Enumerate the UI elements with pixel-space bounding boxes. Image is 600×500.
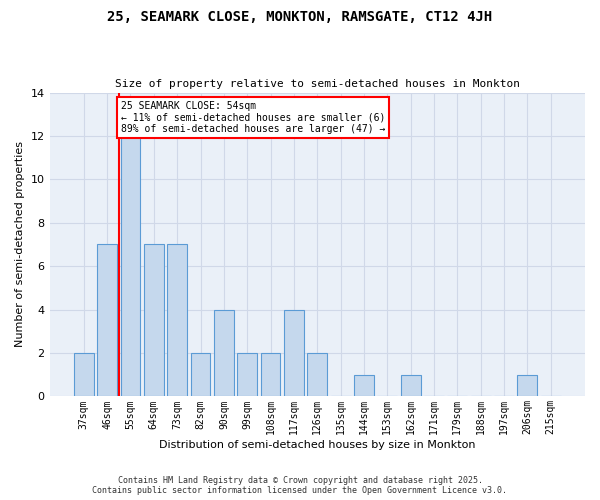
Bar (214, 310, 234, 396)
Bar (191, 353, 211, 397)
Text: 25, SEAMARK CLOSE, MONKTON, RAMSGATE, CT12 4JH: 25, SEAMARK CLOSE, MONKTON, RAMSGATE, CT… (107, 10, 493, 24)
Bar (238, 353, 257, 397)
Title: Size of property relative to semi-detached houses in Monkton: Size of property relative to semi-detach… (115, 79, 520, 89)
Bar (167, 244, 187, 396)
Bar (307, 353, 327, 397)
Text: Contains HM Land Registry data © Crown copyright and database right 2025.
Contai: Contains HM Land Registry data © Crown c… (92, 476, 508, 495)
Bar (144, 244, 164, 396)
Text: 25 SEAMARK CLOSE: 54sqm
← 11% of semi-detached houses are smaller (6)
89% of sem: 25 SEAMARK CLOSE: 54sqm ← 11% of semi-de… (121, 101, 386, 134)
Y-axis label: Number of semi-detached properties: Number of semi-detached properties (15, 142, 25, 348)
Bar (517, 374, 538, 396)
Bar (97, 244, 117, 396)
Bar (74, 353, 94, 397)
Bar (121, 136, 140, 396)
X-axis label: Distribution of semi-detached houses by size in Monkton: Distribution of semi-detached houses by … (159, 440, 476, 450)
Bar (354, 374, 374, 396)
Bar (260, 353, 280, 397)
Bar (284, 310, 304, 396)
Bar (401, 374, 421, 396)
